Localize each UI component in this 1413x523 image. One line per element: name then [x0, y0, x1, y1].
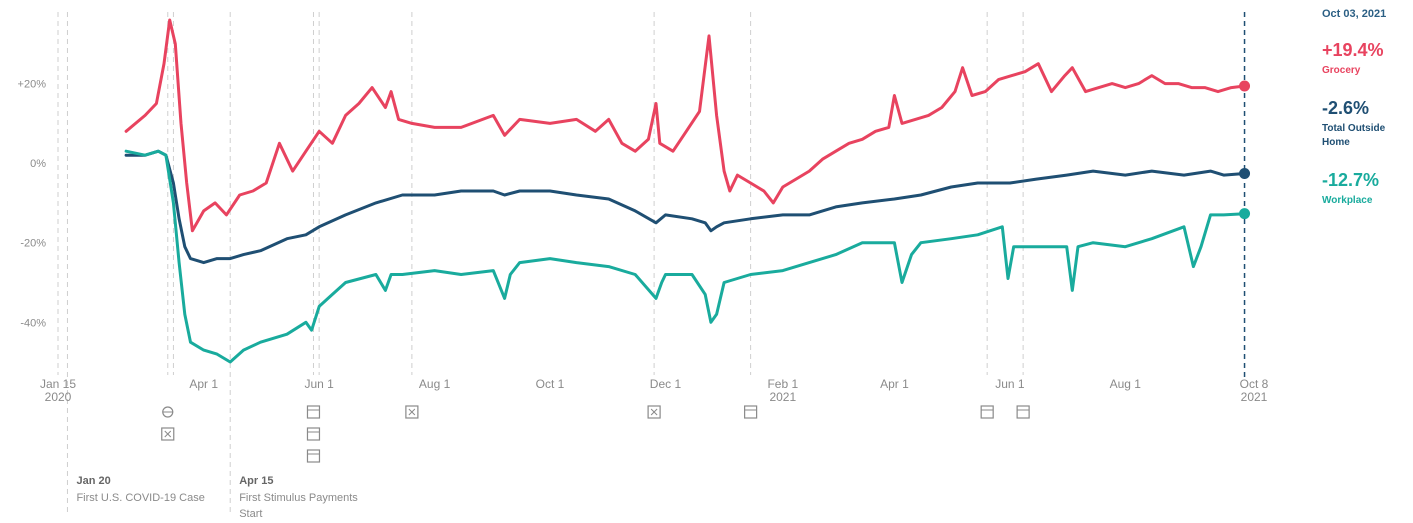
x-tick-label: Apr 1 — [880, 377, 909, 391]
closure-icon — [647, 405, 661, 419]
annotation-date: Apr 15 — [239, 475, 273, 487]
legend-item-grocery: +19.4% Grocery — [1322, 40, 1412, 78]
y-tick-label: +20% — [18, 79, 47, 91]
y-axis: +20% 0% -20% -40% — [18, 79, 47, 330]
legend-name-grocery: Grocery — [1322, 65, 1361, 76]
legend: Oct 03, 2021 +19.4% Grocery -2.6% Total … — [1322, 8, 1412, 228]
store-icon — [306, 405, 321, 419]
x-tick-label: 2021 — [1241, 390, 1268, 404]
event-reference-lines — [57, 12, 1246, 512]
x-tick-label: 2020 — [45, 390, 72, 404]
annotation-text: First Stimulus Payments — [239, 492, 358, 504]
flu-icon — [162, 406, 174, 418]
y-tick-label: -40% — [20, 317, 46, 329]
legend-value-workplace: -12.7% — [1322, 170, 1380, 190]
x-tick-label: Aug 1 — [1110, 377, 1142, 391]
x-tick-label: Jun 1 — [304, 377, 334, 391]
legend-value-total-outside-home: -2.6% — [1322, 98, 1370, 118]
series-line-workplace — [124, 149, 1246, 364]
series-endpoint-workplace — [1239, 208, 1251, 220]
annotation-text: First U.S. COVID-19 Case — [76, 492, 204, 504]
x-tick-label: Jun 1 — [995, 377, 1025, 391]
series-line-grocery — [124, 18, 1246, 233]
x-tick-label: 2021 — [769, 390, 796, 404]
legend-name-total-outside-home: Total Outside Home — [1322, 123, 1386, 148]
legend-name-workplace: Workplace — [1322, 195, 1373, 206]
store-icon — [744, 405, 758, 419]
series-endpoint-total-outside-home — [1239, 167, 1251, 179]
x-tick-label: Jan 15 — [40, 377, 76, 391]
y-tick-label: -20% — [20, 238, 46, 250]
x-tick-label: Dec 1 — [650, 377, 682, 391]
event-annotations: Jan 20 First U.S. COVID-19 Case Apr 15 Firs… — [76, 475, 358, 520]
store-icon — [980, 405, 994, 419]
annotation-text: Start — [239, 508, 262, 520]
x-tick-label: Apr 1 — [189, 377, 218, 391]
closure-icon — [161, 427, 175, 441]
legend-date: Oct 03, 2021 — [1322, 8, 1387, 20]
x-tick-label: Oct 1 — [536, 377, 565, 391]
x-tick-label: Feb 1 — [767, 377, 798, 391]
series-endpoint-grocery — [1239, 80, 1251, 92]
store-icon — [1016, 405, 1030, 419]
legend-item-workplace: -12.7% Workplace — [1322, 170, 1412, 208]
annotation-date: Jan 20 — [76, 475, 110, 487]
series-lines — [124, 18, 1251, 364]
x-tick-label: Oct 8 — [1240, 377, 1269, 391]
store-icon — [306, 449, 321, 463]
x-tick-label: Aug 1 — [419, 377, 451, 391]
closure-icon — [405, 405, 419, 419]
legend-item-total-outside-home: -2.6% Total Outside Home — [1322, 98, 1412, 150]
event-icons — [161, 405, 1030, 463]
y-tick-label: 0% — [30, 158, 46, 170]
series-line-total-outside-home — [124, 149, 1246, 265]
store-icon — [306, 427, 321, 441]
legend-value-grocery: +19.4% — [1322, 40, 1384, 60]
